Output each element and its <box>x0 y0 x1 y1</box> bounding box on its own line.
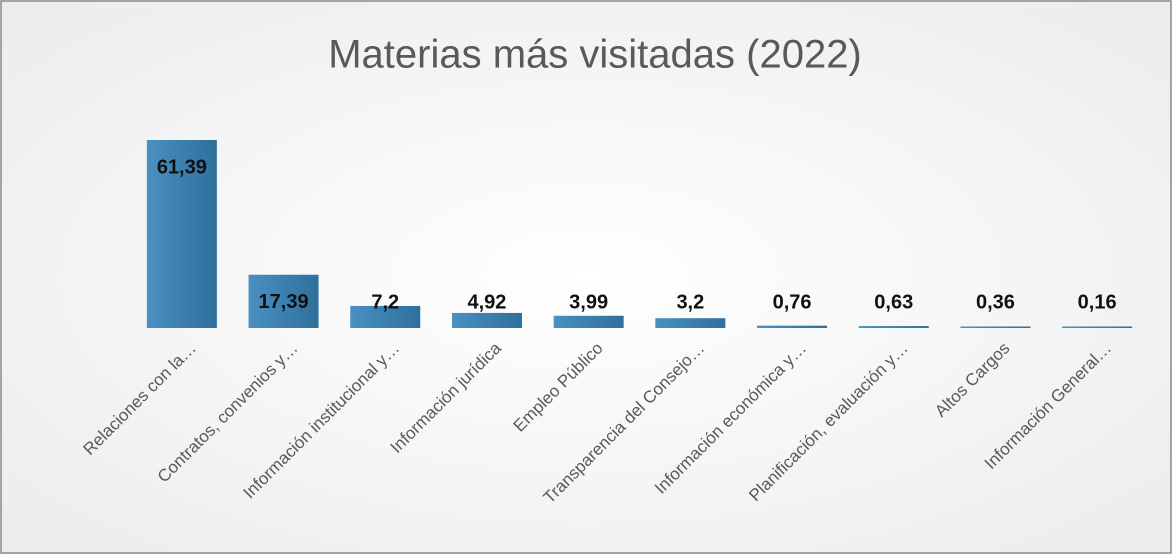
bar <box>350 305 421 328</box>
bar <box>146 140 217 328</box>
bar <box>451 312 522 328</box>
bar <box>655 318 726 328</box>
bar <box>757 325 828 328</box>
value-label: 61,39 <box>157 156 207 178</box>
value-label: 17,39 <box>259 291 309 313</box>
bar <box>858 326 929 328</box>
value-label: 7,2 <box>371 291 399 313</box>
chart-title: Materias más visitadas (2022) <box>328 33 862 77</box>
bar <box>1062 326 1133 328</box>
value-label: 3,99 <box>569 291 608 313</box>
value-label: 0,36 <box>976 291 1015 313</box>
bar <box>248 274 319 328</box>
value-label: 0,76 <box>773 291 812 313</box>
bar <box>553 315 624 328</box>
bar <box>960 326 1031 328</box>
value-label: 4,92 <box>467 291 506 313</box>
value-label: 0,63 <box>874 291 913 313</box>
value-label: 3,2 <box>676 291 704 313</box>
value-label: 0,16 <box>1078 291 1117 313</box>
